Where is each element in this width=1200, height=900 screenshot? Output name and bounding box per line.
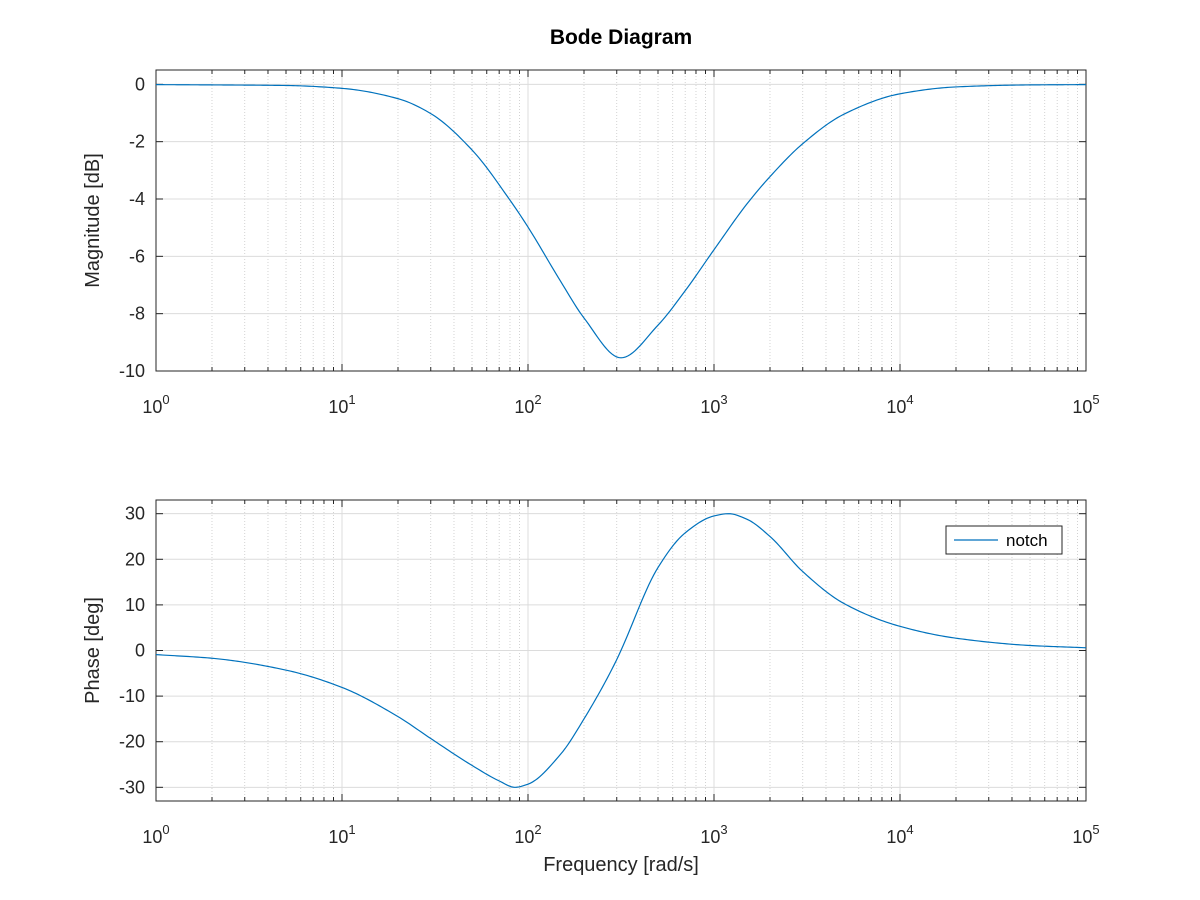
phase-xtick-label: 102	[514, 822, 541, 847]
magnitude-xtick-label: 101	[328, 392, 355, 417]
figure-title: Bode Diagram	[550, 26, 692, 49]
magnitude-series-line	[156, 84, 1086, 359]
phase-xtick-label: 100	[142, 822, 169, 847]
phase-ytick-label: 10	[125, 595, 145, 615]
magnitude-xtick-label: 103	[700, 392, 727, 417]
magnitude-ytick-label: -2	[129, 132, 145, 152]
magnitude-ytick-label: -4	[129, 189, 145, 209]
magnitude-ylabel: Magnitude [dB]	[82, 153, 104, 288]
phase-ytick-label: -30	[119, 777, 145, 797]
magnitude-axes-box	[155, 69, 1087, 372]
phase-ylabel: Phase [deg]	[82, 597, 104, 704]
magnitude-xtick-label: 100	[142, 392, 169, 417]
phase-ytick-label: 0	[135, 641, 145, 661]
phase-ytick-label: 30	[125, 504, 145, 524]
magnitude-ytick-label: -10	[119, 361, 145, 381]
phase-xtick-label: 104	[886, 822, 913, 847]
phase-ytick-label: 20	[125, 549, 145, 569]
magnitude-xtick-label: 104	[886, 392, 913, 417]
legend-label: notch	[1006, 531, 1048, 550]
phase-xtick-label: 103	[700, 822, 727, 847]
phase-series-line	[156, 513, 1086, 788]
magnitude-ytick-label: -8	[129, 304, 145, 324]
magnitude-plot: 0 -2 -4 -6 -8 -10 100 101 102 103 104 105 Magnitude …	[82, 69, 1100, 417]
phase-ytick-label: -10	[119, 686, 145, 706]
magnitude-ytick-label: -6	[129, 246, 145, 266]
magnitude-xtick-label: 105	[1072, 392, 1099, 417]
phase-xlabel: Frequency [rad/s]	[543, 854, 699, 876]
magnitude-xtick-label: 102	[514, 392, 541, 417]
phase-xtick-label: 101	[328, 822, 355, 847]
magnitude-ytick-label: 0	[135, 74, 145, 94]
legend: notch	[945, 525, 1063, 555]
phase-ytick-label: -20	[119, 732, 145, 752]
phase-xtick-label: 105	[1072, 822, 1099, 847]
